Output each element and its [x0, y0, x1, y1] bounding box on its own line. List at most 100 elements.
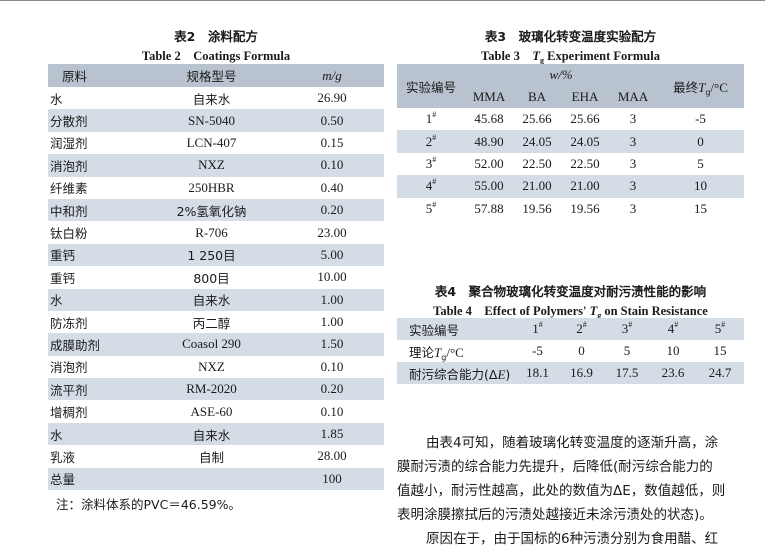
body-line-4: 表明涂膜擦拭后的污渍处越接近未涂污渍处的状态)。 — [397, 507, 713, 523]
table2-cell-spec: NXZ — [198, 358, 225, 374]
table2-cell-spec: RM-2020 — [186, 381, 237, 397]
table3-cell-id-num: 3 — [425, 155, 433, 171]
table2-row: 分散剂 SN-5040 0.50 — [48, 109, 384, 132]
table2-note: 注：涂料体系的PVC＝46.59%。 — [56, 497, 241, 512]
table2-header-row: 原料 规格型号 m/g — [48, 64, 384, 87]
table4-cell-tg: 10 — [666, 343, 680, 358]
table4-cell-id-num: 1 — [532, 321, 539, 336]
table4-cell-id-mark: # — [628, 320, 633, 329]
table4-cell-id-mark: # — [721, 320, 726, 329]
table2-cell-material: 纤维素 — [50, 181, 88, 197]
table3-cell-value: 55.00 — [474, 178, 504, 194]
body-line-3: 值越小，耐污性越高，此处的数值为ΔE，数值越低，则 — [397, 483, 726, 499]
table4-row-stain-prefix: 耐污综合能力(Δ — [409, 366, 498, 382]
table3-caption-en-prefix: Table 3 — [481, 49, 533, 63]
table2-body: 水自来水 26.90 分散剂 SN-5040 0.50 润湿剂 LCN-407 0.15 消泡剂… — [48, 87, 384, 491]
table3-caption-en-sub: g — [539, 56, 544, 65]
table2-cell-mass: 0.50 — [320, 112, 344, 128]
table3-caption-en: Table 3 Tg Experiment Formula — [397, 45, 744, 65]
table2-row: 增稠剂 ASE-60 0.10 — [48, 400, 384, 422]
table2-cell-mass: 0.15 — [320, 134, 344, 150]
table3-cell-id-mark: # — [432, 177, 437, 187]
table3-header-tg: 最终Tg/°C — [657, 64, 744, 108]
table2-row: 重钙 800目 10.00 — [48, 266, 384, 288]
table4-row-id: 实验编号 1# 2# 3# 4# 5# — [397, 318, 744, 340]
table3-cell-value: 25.66 — [522, 111, 552, 127]
table3-header-maa: MAA — [617, 89, 649, 104]
table2-cell-material: 总量 — [50, 472, 76, 488]
table2-cell-mass: 1.50 — [320, 336, 344, 352]
table2-cell-spec: ASE-60 — [190, 403, 233, 419]
table2-cell-material: 重钙 — [50, 270, 76, 286]
table2-cell-material: 分散剂 — [50, 114, 88, 130]
table4-caption-en-var: T — [589, 304, 598, 318]
table2-cell-material: 成膜助剂 — [50, 337, 101, 353]
table2-header-mass: m/g — [322, 67, 342, 83]
table2-cell-mass: 0.20 — [320, 202, 344, 218]
table3-cell-value: 24.05 — [570, 133, 600, 149]
table3-header-row-1: 实验编号 w/% 最终Tg/°C — [397, 64, 744, 96]
table4-caption-en-suffix: on Stain Resistance — [601, 304, 708, 318]
table2-cell-mass: 1.85 — [320, 426, 344, 442]
table3-cell-tg: 0 — [697, 133, 704, 149]
table3-caption-en-suffix: Experiment Formula — [543, 49, 660, 63]
table3-cell-value: 57.88 — [474, 200, 504, 216]
table3-cell-id: 2# — [397, 130, 465, 152]
table4-cell-tg: 5 — [623, 343, 631, 358]
table3-cell-value: 22.50 — [570, 155, 600, 171]
table3-cell-value: 3 — [629, 133, 637, 149]
table2-row: 消泡剂 NXZ 0.10 — [48, 356, 384, 378]
table3-cell-value: 21.00 — [570, 178, 600, 194]
table2-cell-material: 润湿剂 — [50, 136, 88, 152]
table4-caption-zh: 表4 聚合物玻璃化转变温度对耐污渍性能的影响 — [434, 284, 707, 299]
table4-cell-id-num: 2 — [576, 321, 583, 336]
table4-cell-stain: 18.1 — [526, 365, 549, 380]
body-line-1: 由表4可知，随着玻璃化转变温度的逐渐升高，涂 — [426, 435, 719, 451]
table3-cell-tg: 10 — [694, 178, 707, 194]
table2-row: 水 自来水 1.00 — [48, 288, 384, 311]
table3-cell-value: 48.90 — [474, 133, 504, 149]
table2-cell-spec: NXZ — [198, 157, 225, 173]
table2-cell-spec: 自来水 — [192, 293, 231, 309]
table2-cell-spec: 250HBR — [188, 179, 235, 195]
table2-cell-material: 水 — [50, 293, 63, 309]
table2-cell-spec: 自制 — [198, 449, 224, 465]
table2-row: 重钙 1 250目 5.00 — [48, 243, 384, 267]
table3-row: 3# 52.00 22.50 22.50 3 5 — [397, 153, 744, 175]
table3-cell-id: 5# — [397, 198, 465, 220]
table2-cell-mass: 0.10 — [320, 358, 344, 374]
table3-row: 4# 55.00 21.00 21.00 3 10 — [397, 175, 744, 198]
table2-cell-spec: 丙二醇 — [192, 315, 231, 331]
table3-cell-id: 4# — [397, 175, 465, 197]
table3-header-tg-prefix: 最终 — [673, 79, 699, 95]
table4-cell-stain: 16.9 — [570, 365, 593, 380]
table2-cell-material: 水 — [50, 427, 63, 443]
table4-row-stain: 耐污综合能力(ΔE) 18.1 16.9 17.5 23.6 24.7 — [397, 362, 744, 384]
table3-cell-value: 21.00 — [522, 178, 552, 194]
table4-cell-id-mark: # — [538, 320, 543, 329]
table3-cell-value: 3 — [629, 111, 637, 127]
table2-row: 纤维素 250HBR 0.40 — [48, 177, 384, 199]
table4-row-tg-label: 理论Tg/°C — [397, 340, 516, 362]
table3-cell-value: 19.56 — [522, 200, 552, 216]
table2-row: 润湿剂 LCN-407 0.15 — [48, 132, 384, 154]
table2-row: 中和剂 2%氢氧化钠 0.20 — [48, 198, 384, 222]
table2-cell-spec: 800目 — [193, 270, 230, 286]
table3-cell-value: 22.50 — [522, 155, 552, 171]
table2-caption-en: Table 2 Coatings Formula — [141, 49, 291, 63]
table2-cell-mass: 0.10 — [320, 157, 344, 173]
table4-cell-stain: 24.7 — [708, 365, 732, 380]
table4-cell-id-num: 3 — [621, 321, 629, 336]
table3-cell-id-mark: # — [432, 132, 437, 142]
table2-cell-mass: 23.00 — [317, 224, 347, 240]
table2-cell-mass: 0.20 — [320, 381, 344, 397]
table2-cell-material: 增稠剂 — [50, 405, 88, 421]
table4-caption-en-sub: g — [597, 311, 602, 320]
table3-cell-id-mark: # — [432, 110, 437, 120]
table2-cell-material: 防冻剂 — [50, 315, 88, 331]
table3-cell-id-num: 2 — [425, 133, 433, 149]
table3-cell-value: 3 — [629, 155, 637, 171]
table4-row-tg-sub: g — [441, 352, 447, 362]
table2-cell-material: 消泡剂 — [50, 158, 88, 174]
table2-cell-material: 消泡剂 — [50, 360, 88, 376]
